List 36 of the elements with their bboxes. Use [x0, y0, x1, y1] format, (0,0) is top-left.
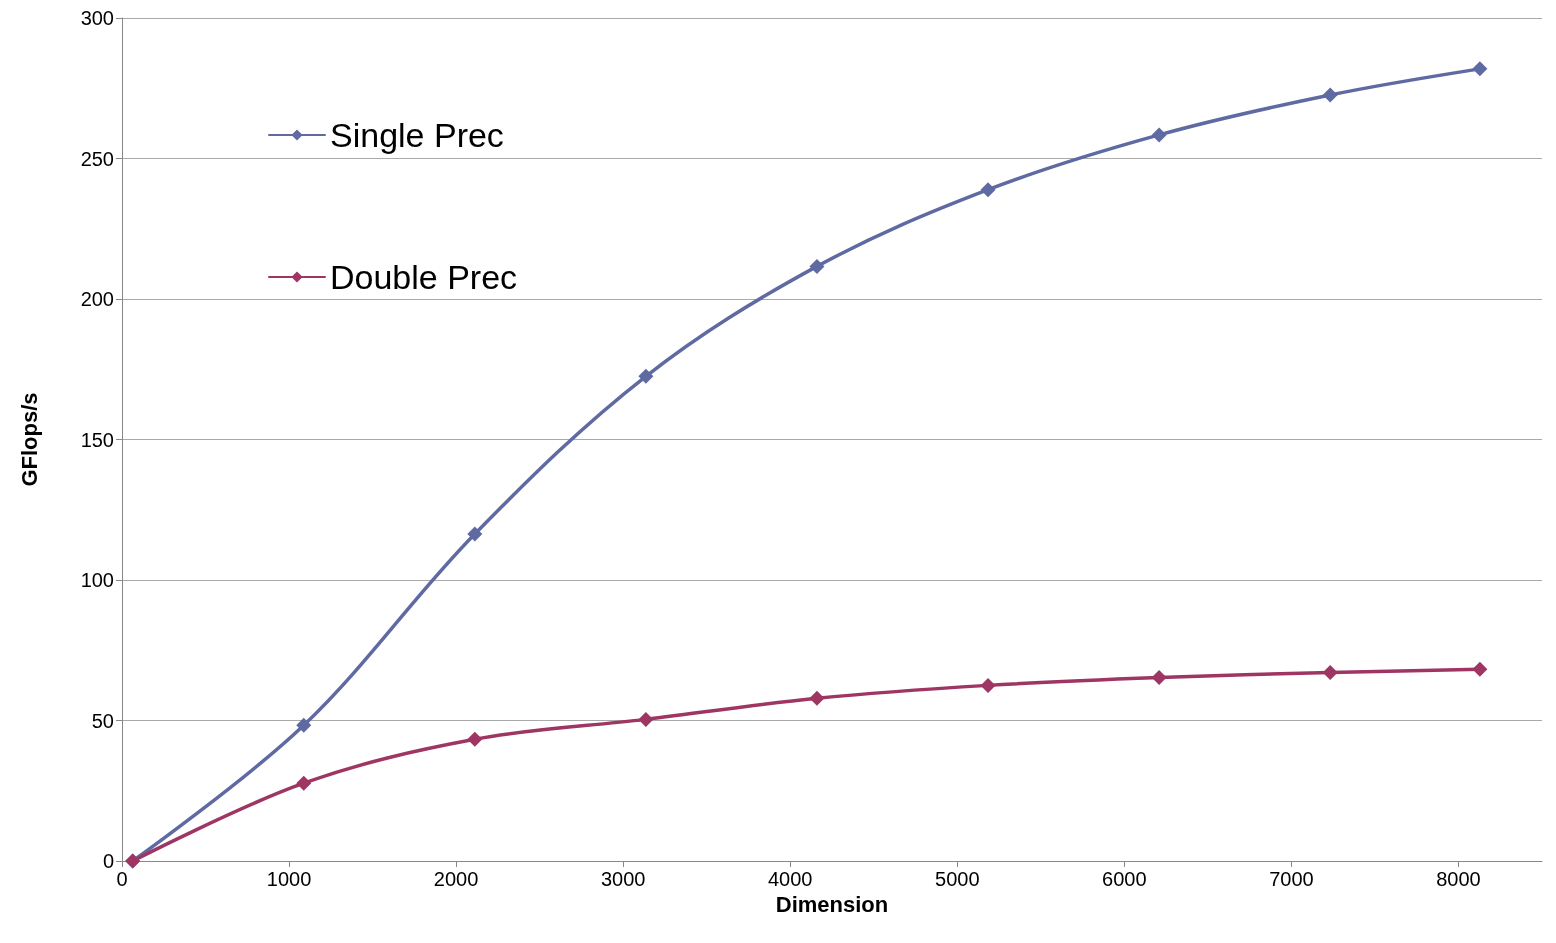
point	[296, 717, 312, 733]
point	[980, 677, 996, 693]
point	[1322, 87, 1338, 103]
point	[467, 526, 483, 542]
x-tick-label: 6000	[1102, 868, 1147, 890]
y-axis-title: GFlops/s	[16, 392, 42, 487]
y-tick-label: 250	[80, 147, 114, 170]
legend-label: Single Prec	[330, 116, 504, 154]
point	[1151, 127, 1167, 143]
y-tick-label: 50	[91, 709, 114, 732]
x-axis-title: Dimension	[775, 892, 889, 918]
point	[809, 690, 825, 706]
x-tick-label: 7000	[1269, 868, 1314, 890]
point	[1151, 670, 1167, 686]
y-tick-label: 300	[80, 7, 114, 29]
x-tick-label: 1000	[266, 868, 312, 890]
x-tick-label: 0	[116, 868, 128, 890]
point	[980, 182, 996, 198]
point	[1472, 61, 1488, 77]
point	[1472, 661, 1488, 677]
y-tick-label: 150	[80, 428, 114, 451]
y-tick-label: 100	[80, 569, 114, 591]
x-tick-label: 3000	[600, 868, 646, 890]
x-tick-label: 5000	[935, 868, 980, 890]
y-tick-label: 200	[80, 288, 114, 310]
y-tick-label: 0	[102, 850, 114, 872]
x-tick-label: 2000	[433, 868, 479, 890]
x-tick-label: 4000	[767, 868, 813, 890]
legend-label: Double Prec	[330, 258, 518, 296]
point	[467, 731, 483, 747]
point	[638, 368, 654, 384]
point	[296, 775, 312, 791]
point	[809, 258, 825, 274]
point	[1322, 664, 1338, 680]
x-tick-label: 8000	[1436, 868, 1481, 890]
point	[638, 711, 654, 727]
